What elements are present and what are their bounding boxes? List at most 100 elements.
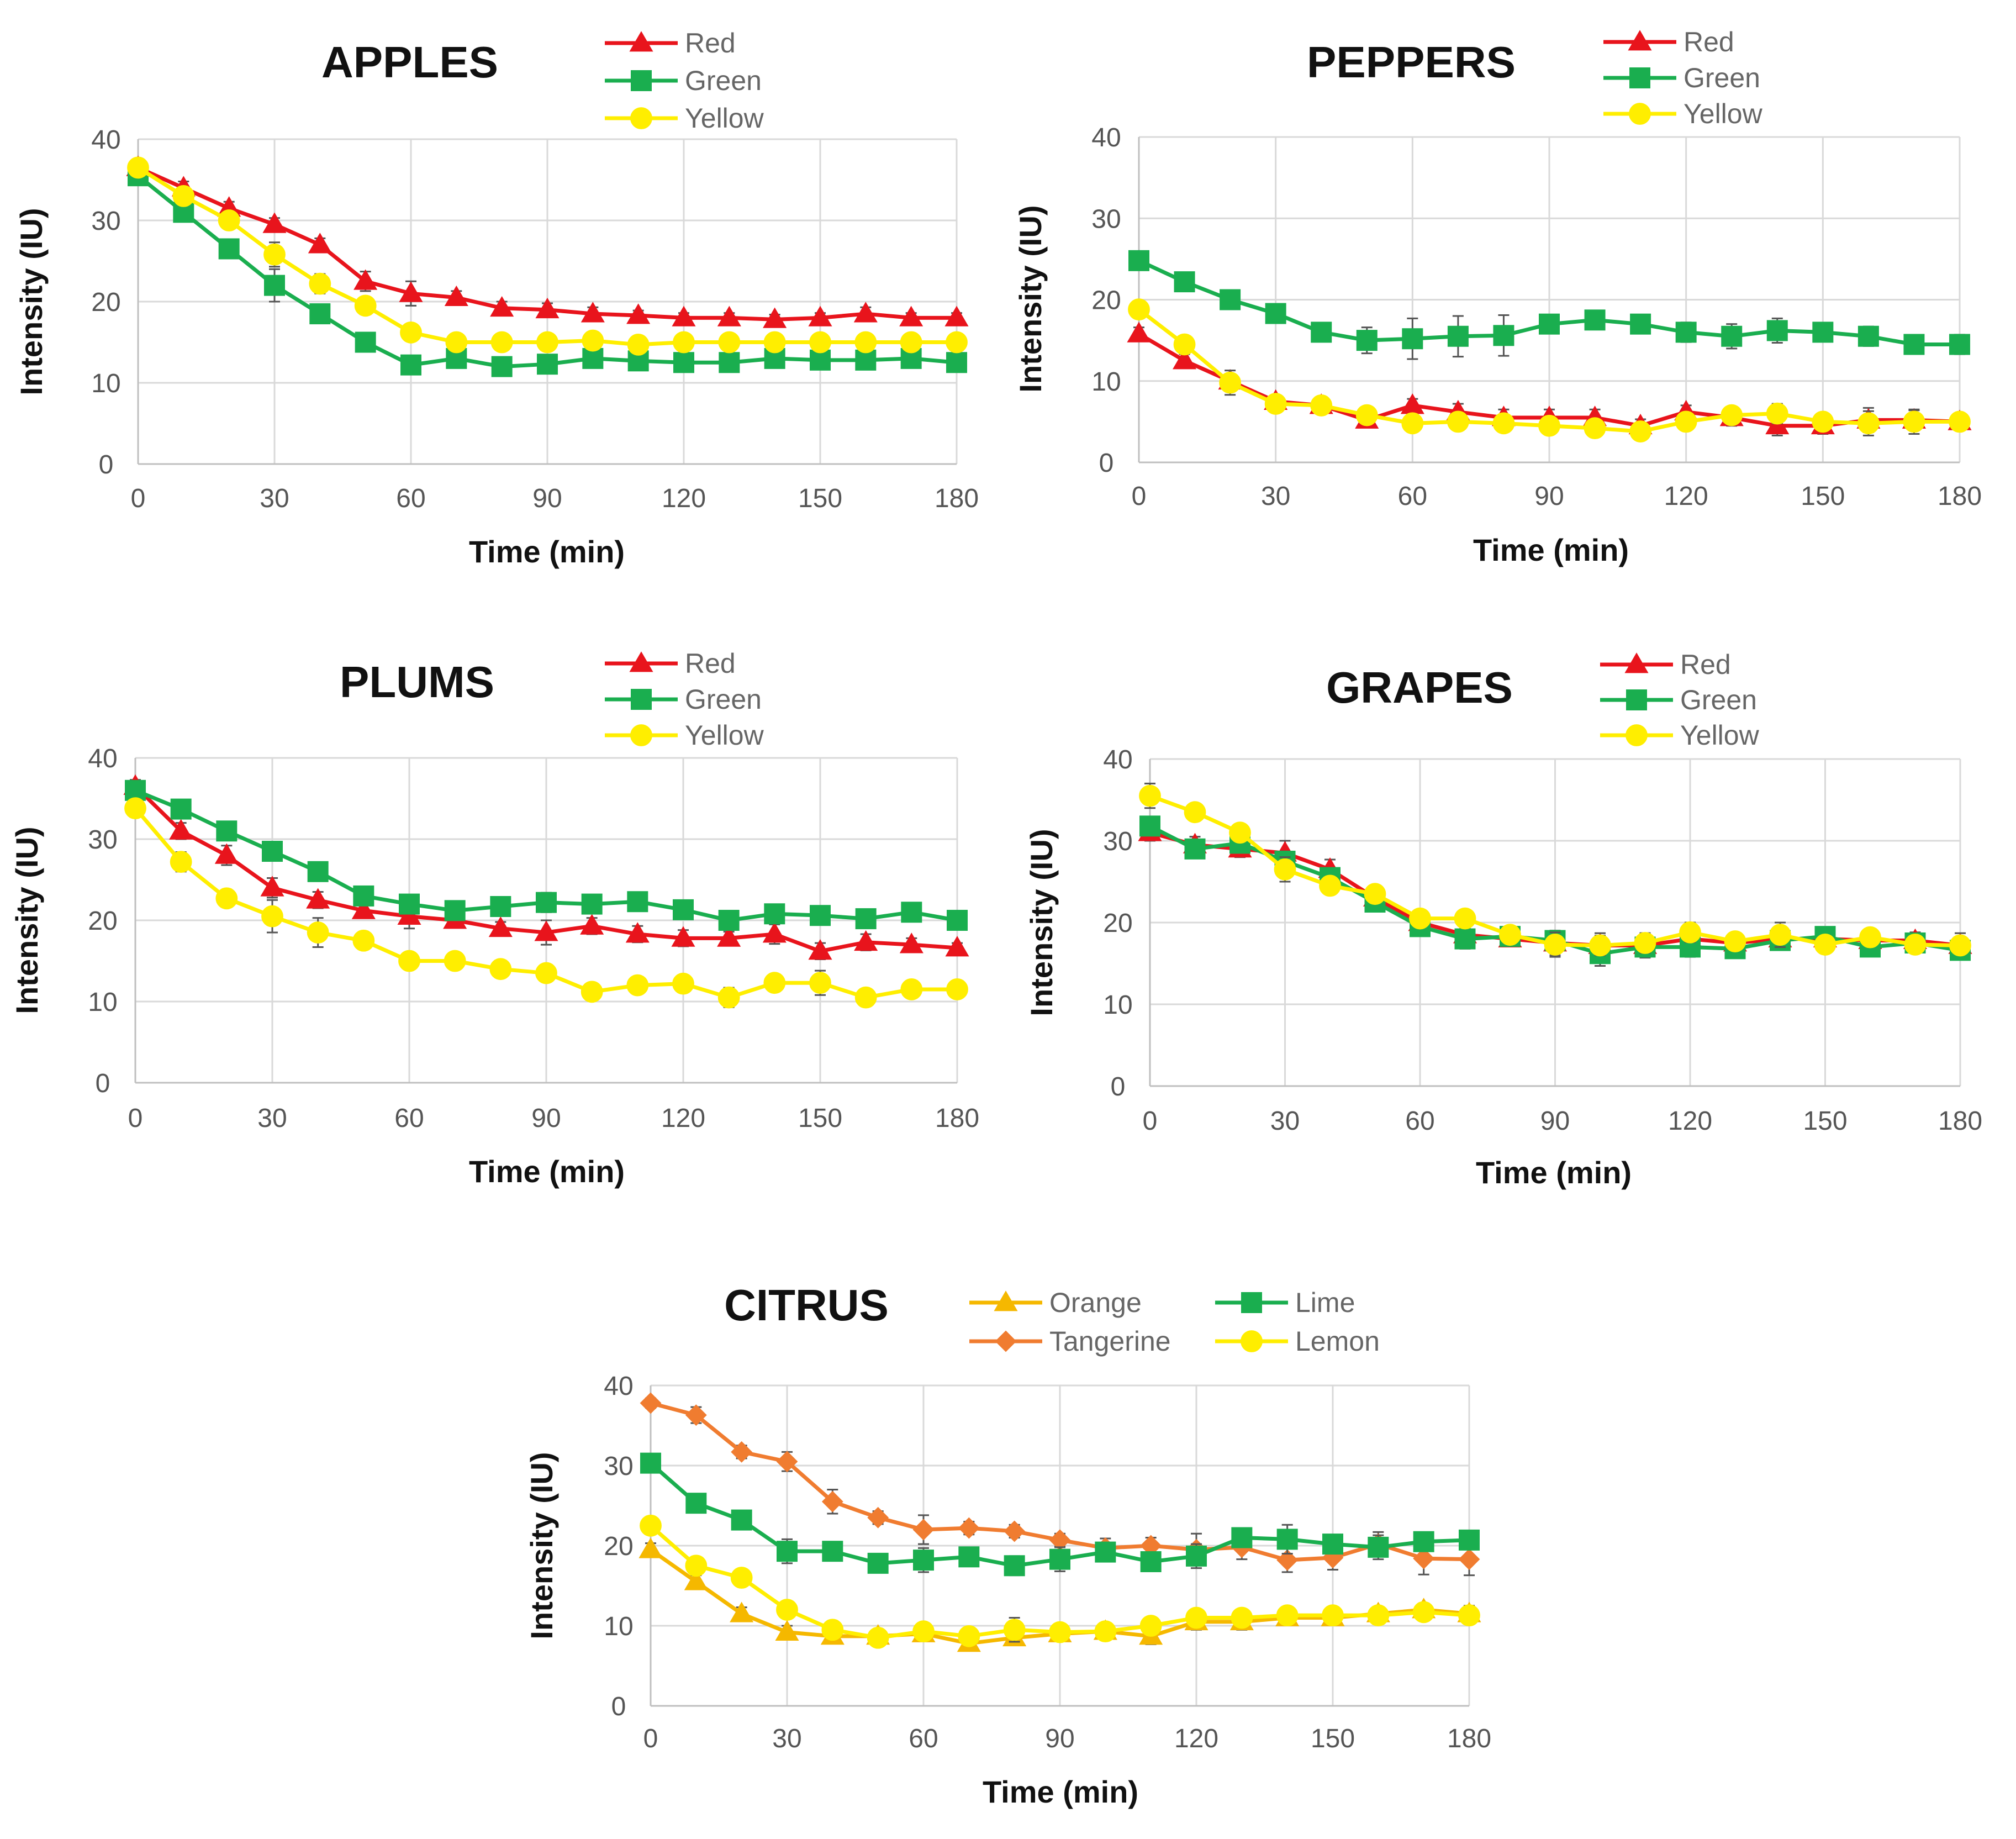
data-point [1322,1534,1343,1555]
data-point [1402,328,1423,350]
data-point [216,820,238,842]
data-point [1276,1549,1299,1571]
data-point [264,275,285,296]
x-tick-label: 90 [1045,1724,1074,1753]
data-point [1949,934,1971,957]
data-point [1185,1606,1207,1629]
x-tick-label: 30 [257,1104,287,1133]
data-point [1584,309,1606,331]
chart-citrus: 0 10 20 30 40 0 30 60 90 120 150 180 Time (min) Inten… [524,1281,1491,1809]
y-tick-label: 30 [1103,827,1132,856]
legend-label: Green [1680,684,1757,715]
x-tick-label: 180 [1938,1106,1982,1136]
data-point [763,331,786,354]
data-point [307,921,329,944]
data-point [169,819,193,840]
legend-item: Red [1600,649,1731,680]
data-point [1139,815,1160,837]
data-point [1311,322,1332,343]
y-tick-label: 20 [1103,909,1132,938]
legend-swatch-marker [629,651,653,672]
data-point [945,936,969,957]
legend-item: Lemon [1215,1326,1380,1357]
data-point [399,893,420,915]
legend: Red Green Yellow [605,648,764,751]
data-point [351,898,376,919]
data-point [776,1451,798,1473]
data-point [1219,371,1242,394]
y-tick-label: 10 [604,1612,633,1641]
data-point [1128,250,1149,271]
data-point [627,891,648,913]
data-point [490,896,511,918]
data-point [306,888,330,909]
data-point [730,1601,754,1622]
data-point [1364,883,1386,905]
data-point [809,972,831,994]
data-point [490,331,513,354]
legend-swatch-marker [1626,689,1647,710]
data-point [867,1626,889,1649]
data-point [717,305,741,326]
data-point [1538,414,1560,437]
legend-item: Yellow [605,103,764,134]
data-point [1355,404,1378,426]
data-point [535,962,557,984]
y-tick-label: 20 [91,288,120,317]
data-point [260,876,284,897]
data-point [853,302,878,323]
data-point [1769,924,1791,946]
data-point [1412,1601,1435,1624]
x-axis-title: Time (min) [469,534,625,569]
legend-item: Orange [969,1287,1142,1318]
legend: Red Green Yellow [1600,649,1760,751]
chart-apples: 0 10 20 30 40 0 30 60 90 120 150 180 Time (min) Inten… [14,28,979,569]
data-point [1413,1547,1435,1569]
data-point [488,916,513,937]
data-point [214,843,239,864]
y-tick-label: 40 [91,125,120,155]
data-point [1128,298,1150,321]
data-point [777,1541,798,1562]
legend-label: Orange [1049,1287,1142,1318]
chart-title: PLUMS [340,657,494,707]
data-point [400,321,422,344]
gridlines [1149,758,1961,1087]
data-point [1584,417,1606,440]
data-point [854,331,877,354]
data-point [808,305,832,326]
series-green [128,165,967,377]
data-point [1589,934,1611,957]
data-point [672,972,694,995]
data-point [1004,1555,1025,1577]
data-point [534,920,558,941]
data-point [672,305,696,326]
data-point [1003,1619,1026,1641]
data-point [537,354,558,375]
legend-swatch-marker [1628,30,1652,51]
data-point [854,986,877,1009]
data-point [855,908,877,930]
x-tick-label: 150 [798,484,842,513]
x-tick-label: 0 [1132,482,1147,511]
data-point [1049,1621,1071,1643]
legend-label: Red [1680,649,1731,680]
data-point [855,349,877,371]
data-point [170,851,192,873]
x-tick-label: 150 [1803,1106,1847,1136]
data-point [912,1519,935,1541]
data-point [581,893,603,915]
data-point [1276,1604,1299,1627]
data-point [1458,1604,1480,1627]
data-point [684,1569,708,1590]
data-point [673,331,695,354]
data-point [536,892,557,913]
data-point [764,903,785,925]
data-point [1310,394,1333,417]
series-red [123,774,969,961]
legend-label: Tangerine [1049,1326,1171,1357]
legend-swatch-marker [1629,103,1651,125]
data-point [808,939,832,960]
legend-swatch-marker [1629,67,1650,88]
